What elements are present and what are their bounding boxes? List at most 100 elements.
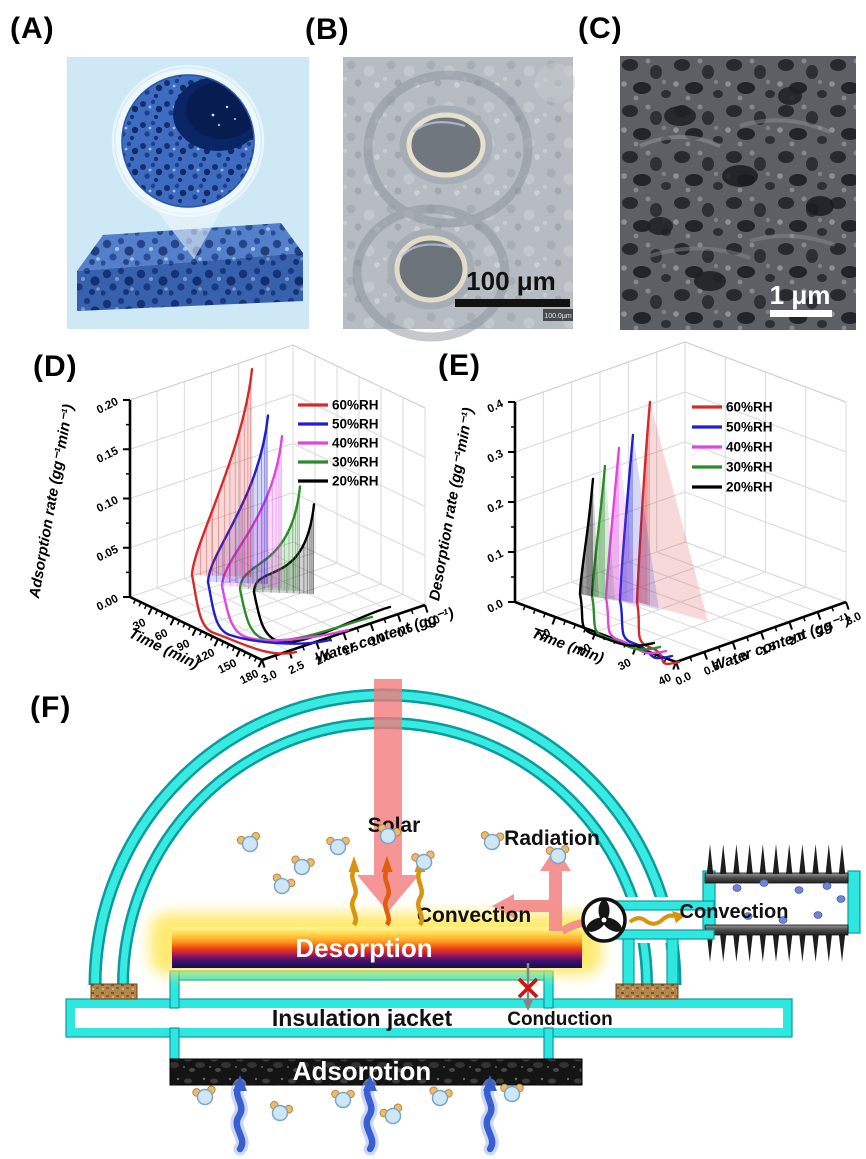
heat-sink-fin	[772, 844, 780, 874]
water-molecule-icon	[235, 830, 264, 855]
svg-text:40: 40	[657, 672, 674, 688]
svg-text:60%RH: 60%RH	[332, 398, 379, 413]
svg-text:20%RH: 20%RH	[726, 480, 773, 495]
water-molecule-icon	[330, 1089, 356, 1109]
radiation-label: Radiation	[504, 827, 600, 850]
pore-highlights	[639, 87, 836, 291]
inner-convection-arrowhead	[492, 894, 514, 918]
heat-sink-fin	[799, 934, 806, 962]
heat-sink-fin	[706, 844, 714, 874]
panel-b-micrograph: 100 μm 100.0μm	[343, 57, 575, 342]
heat-sink-fin	[825, 844, 832, 874]
svg-text:Adsorption rate (gg⁻¹min⁻¹): Adsorption rate (gg⁻¹min⁻¹)	[26, 403, 77, 601]
svg-text:0.4: 0.4	[486, 398, 506, 416]
svg-text:30%RH: 30%RH	[726, 460, 773, 475]
porous-slab	[77, 223, 303, 311]
duct-convection-arrow	[628, 911, 686, 926]
water-droplet	[743, 912, 753, 920]
heat-sink-fin	[720, 844, 727, 874]
svg-text:30: 30	[616, 657, 633, 673]
svg-text:50%RH: 50%RH	[726, 420, 773, 435]
svg-text:0.20: 0.20	[95, 396, 120, 417]
svg-text:20%RH: 20%RH	[332, 474, 379, 489]
heat-sink-fin	[838, 844, 846, 874]
gasket-right	[615, 983, 679, 1000]
conduction-arrow	[523, 1000, 533, 1011]
heat-sink-fin	[838, 934, 846, 962]
water-droplet	[759, 879, 769, 887]
svg-text:0.1: 0.1	[486, 548, 506, 566]
panel-f-label: (F)	[30, 691, 72, 724]
cavity-hole-bottom	[387, 228, 475, 310]
chart-adsorption-3d: 0.000.050.100.150.203060901201501803.02.…	[26, 344, 456, 687]
water-molecule-icon	[499, 1083, 525, 1103]
panel-b-label: (B)	[305, 13, 350, 46]
svg-text:150: 150	[216, 657, 239, 676]
svg-text:0.05: 0.05	[95, 543, 121, 564]
heat-sink-fin	[786, 934, 793, 962]
convection-outer-label: Convection	[680, 901, 789, 923]
svg-text:20: 20	[576, 642, 593, 658]
svg-text:40%RH: 40%RH	[726, 440, 773, 455]
svg-text:0.00: 0.00	[95, 593, 120, 614]
vapor-uptake-arrow	[230, 1075, 249, 1156]
heat-sink-fin	[746, 934, 753, 962]
heat-sink-condenser	[702, 844, 861, 962]
convection-wavy-arrow	[381, 856, 393, 927]
heat-sink-fin	[772, 934, 780, 962]
svg-text:0.15: 0.15	[95, 445, 121, 466]
desorption-bed	[172, 927, 582, 968]
water-droplet	[822, 882, 832, 890]
x-icon	[517, 977, 539, 999]
water-molecule-icon	[479, 830, 505, 852]
svg-text:0.2: 0.2	[486, 498, 506, 516]
water-molecule-icon	[410, 849, 438, 873]
svg-text:50%RH: 50%RH	[332, 417, 379, 432]
blocked-conduction	[517, 963, 539, 1011]
conduction-label: Conduction	[507, 1009, 613, 1030]
convection-inner-label: Convection	[417, 904, 531, 927]
heat-sink-bottom-plate	[704, 924, 849, 936]
svg-text:10: 10	[536, 627, 553, 643]
heat-sink-top-plate	[704, 872, 849, 884]
vapor-uptake-arrow	[480, 1075, 499, 1156]
water-droplet	[794, 886, 804, 894]
svg-text:60%RH: 60%RH	[726, 400, 773, 415]
svg-text:90: 90	[175, 638, 192, 654]
water-droplet	[778, 916, 788, 924]
water-molecule-icon	[325, 836, 351, 856]
insulation-jacket-label: Insulation jacket	[272, 1005, 453, 1031]
gasket-left	[90, 983, 138, 1000]
heat-sink-fin	[812, 934, 819, 962]
scale-bar-b-text: 100 μm	[466, 266, 556, 296]
heat-sink-fin	[746, 844, 753, 874]
panel-d-label: (D)	[33, 350, 78, 383]
insulation-jacket-structure	[65, 900, 793, 1060]
heat-sink-fin	[786, 844, 793, 874]
svg-text:60: 60	[153, 627, 170, 643]
water-molecule-icon	[266, 1099, 295, 1124]
water-droplet	[732, 884, 742, 892]
svg-text:40%RH: 40%RH	[332, 436, 379, 451]
water-molecule-icon	[378, 1102, 407, 1128]
water-molecule-icon	[268, 872, 297, 898]
solar-arrow	[357, 679, 419, 912]
desorption-label: Desorption	[295, 933, 432, 963]
panel-c-background	[620, 56, 856, 330]
svg-text:2.5: 2.5	[287, 659, 307, 677]
vapor-uptake-arrow	[360, 1075, 379, 1156]
svg-text:0.0: 0.0	[486, 598, 506, 616]
panel-c-label: (C)	[578, 12, 623, 45]
water-molecule-icon	[191, 1084, 219, 1108]
panel-e-label: (E)	[438, 349, 481, 382]
water-molecule-icon	[288, 854, 316, 878]
water-molecule-icon	[426, 1085, 454, 1109]
water-droplet	[813, 911, 823, 919]
sphere-cell-outlines	[352, 63, 575, 342]
heat-sink-fin	[812, 844, 819, 874]
panel-a-label: (A)	[10, 12, 55, 45]
magnified-hollow-sphere	[111, 64, 265, 218]
fan-icon	[581, 897, 627, 943]
heat-sink-fin	[733, 934, 740, 962]
